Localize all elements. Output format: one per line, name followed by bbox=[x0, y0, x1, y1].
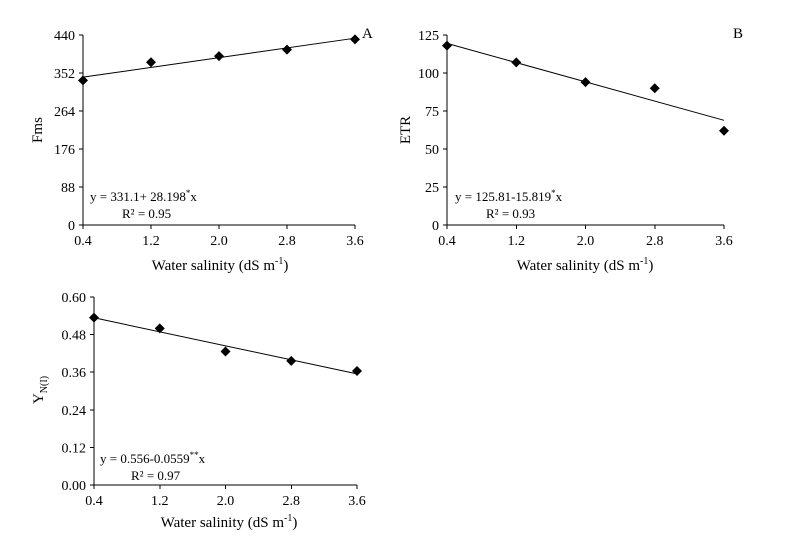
data-point bbox=[511, 57, 522, 68]
y-axis-label: ETR bbox=[398, 116, 414, 144]
trend-line bbox=[93, 317, 358, 375]
regression-equation: y = 331.1+ 28.198*x bbox=[90, 188, 197, 204]
data-point bbox=[282, 44, 292, 55]
x-tick-label: 3.6 bbox=[715, 234, 733, 249]
data-point bbox=[78, 75, 88, 86]
r-squared: R² = 0.97 bbox=[131, 468, 181, 483]
x-tick-label: 3.6 bbox=[346, 234, 364, 249]
x-tick-label: 1.2 bbox=[142, 234, 160, 249]
data-point bbox=[89, 312, 99, 323]
data-point bbox=[350, 34, 360, 45]
data-point bbox=[442, 40, 452, 51]
data-point bbox=[649, 83, 660, 94]
y-axis-label: YN(I) bbox=[31, 376, 50, 404]
y-tick-label: 264 bbox=[54, 105, 75, 120]
y-axis-label: Fms bbox=[30, 117, 46, 143]
x-tick-label: 0.4 bbox=[85, 494, 103, 509]
chart-panel-1: 0 88 176 264 352 440 0.4 1.2 2.0 2.8 3.6 Fms Water s… bbox=[30, 26, 373, 274]
x-tick-label: 1.2 bbox=[508, 234, 526, 249]
data-point bbox=[719, 125, 729, 136]
x-tick-label: 2.0 bbox=[217, 494, 235, 509]
y-tick-label: 0.60 bbox=[62, 291, 87, 306]
y-tick-label: 125 bbox=[418, 29, 439, 44]
x-tick-label: 2.8 bbox=[283, 494, 301, 509]
data-point bbox=[286, 355, 297, 366]
y-tick-label: 25 bbox=[425, 181, 439, 196]
x-tick-label: 1.2 bbox=[151, 494, 169, 509]
y-tick-label: 352 bbox=[54, 67, 75, 82]
x-tick-label: 2.8 bbox=[278, 234, 296, 249]
data-point bbox=[154, 323, 165, 334]
y-tick-label: 0.48 bbox=[62, 329, 87, 344]
x-tick-label: 0.4 bbox=[438, 234, 456, 249]
x-axis-label: Water salinity (dS m-1) bbox=[161, 513, 298, 531]
x-tick-label: 2.8 bbox=[646, 234, 664, 249]
y-tick-label: 50 bbox=[425, 143, 439, 158]
data-point bbox=[214, 51, 224, 62]
y-tick-label: 440 bbox=[54, 29, 75, 44]
x-tick-label: 0.4 bbox=[74, 234, 92, 249]
y-tick-label: 0.24 bbox=[62, 404, 87, 419]
y-tick-label: 0.12 bbox=[62, 441, 87, 456]
x-tick-label: 2.0 bbox=[577, 234, 595, 249]
x-axis-label: Water salinity (dS m-1) bbox=[517, 256, 654, 274]
x-tick-label: 3.6 bbox=[348, 494, 366, 509]
y-tick-label: 0 bbox=[68, 219, 75, 234]
regression-equation: y = 0.556-0.0559**x bbox=[100, 450, 206, 466]
y-tick-label: 176 bbox=[54, 143, 75, 158]
y-tick-label: 88 bbox=[61, 181, 75, 196]
x-tick-label: 2.0 bbox=[210, 234, 228, 249]
panel-letter: A bbox=[362, 26, 373, 42]
regression-equation: y = 125.81-15.819*x bbox=[455, 188, 563, 204]
data-point bbox=[352, 365, 362, 376]
y-tick-label: 0.00 bbox=[62, 479, 87, 494]
y-tick-label: 0.36 bbox=[62, 366, 87, 381]
y-tick-label: 0 bbox=[432, 219, 439, 234]
r-squared: R² = 0.95 bbox=[122, 206, 171, 221]
data-point bbox=[220, 346, 231, 357]
data-point bbox=[146, 57, 156, 68]
panel-letter: B bbox=[733, 26, 743, 42]
y-tick-label: 75 bbox=[425, 105, 439, 120]
y-tick-label: 100 bbox=[418, 67, 439, 82]
chart-panel-3: 0.00 0.12 0.24 0.36 0.48 0.60 0.4 1.2 2.0 2.8 3.6 Y… bbox=[31, 291, 366, 531]
data-point bbox=[580, 77, 591, 88]
x-axis-label: Water salinity (dS m-1) bbox=[152, 256, 289, 274]
r-squared: R² = 0.93 bbox=[486, 206, 535, 221]
chart-panel-2: 0 25 50 75 100 125 0.4 1.2 2.0 2.8 3.6 ETR Water sal… bbox=[398, 26, 743, 274]
